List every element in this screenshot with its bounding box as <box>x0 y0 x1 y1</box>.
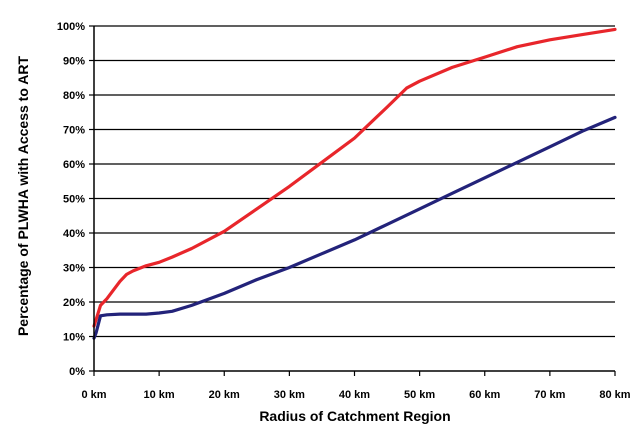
x-tick-label: 20 km <box>209 389 240 401</box>
x-tick-labels: 0 km 10 km 20 km 30 km 40 km 50 km 60 km 70 km 8… <box>81 389 630 401</box>
x-tick-label: 50 km <box>404 389 435 401</box>
y-tick-label: 80% <box>63 90 85 102</box>
y-tick-label: 100% <box>57 21 85 33</box>
gridlines <box>89 25 616 376</box>
x-tick-label: 30 km <box>274 389 305 401</box>
series-group <box>92 27 617 340</box>
y-tick-label: 0% <box>69 366 85 378</box>
axes <box>93 26 615 372</box>
y-tick-label: 60% <box>63 159 85 171</box>
x-tick-label: 0 km <box>81 389 106 401</box>
series-line-1 <box>92 27 617 328</box>
x-tick-label: 60 km <box>469 389 500 401</box>
x-tick-label: 80 km <box>599 389 630 401</box>
x-axis-title: Radius of Catchment Region <box>259 408 450 424</box>
series-line-2 <box>92 115 617 340</box>
y-tick-label: 50% <box>63 194 85 206</box>
y-tick-labels: 0% 10% 20% 30% 40% 50% 60% 70% 80% 90% 100% <box>57 21 85 378</box>
y-axis-title: Percentage of PLWHA with Access to ART <box>15 56 31 336</box>
y-tick-label: 90% <box>63 56 85 68</box>
x-tick-label: 70 km <box>534 389 565 401</box>
y-tick-label: 30% <box>63 263 85 275</box>
y-tick-label: 40% <box>63 228 85 240</box>
y-tick-label: 70% <box>63 125 85 137</box>
x-tick-label: 40 km <box>339 389 370 401</box>
x-tick-label: 10 km <box>144 389 175 401</box>
y-tick-label: 10% <box>63 332 85 344</box>
y-tick-label: 20% <box>63 297 85 309</box>
